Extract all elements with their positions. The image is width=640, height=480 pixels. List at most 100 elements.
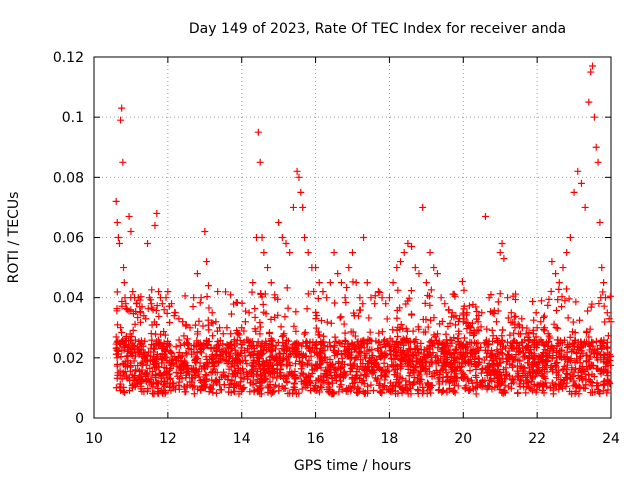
- data-point-dense: [147, 344, 155, 352]
- data-point-dense: [226, 352, 234, 360]
- data-point-dense: [576, 383, 584, 391]
- data-point-dense: [600, 381, 608, 389]
- data-point-dense: [118, 302, 126, 310]
- data-point-dense: [248, 370, 256, 378]
- data-point-dense: [338, 354, 346, 362]
- data-point-dense: [436, 373, 444, 381]
- data-point-dense: [472, 390, 480, 398]
- data-point-dense: [425, 386, 433, 394]
- data-point: [153, 209, 161, 217]
- data-point-dense: [152, 306, 160, 314]
- data-point-dense: [522, 389, 530, 397]
- data-point-dense: [112, 384, 120, 392]
- data-point-dense: [348, 341, 356, 349]
- data-point-dense: [274, 295, 282, 303]
- data-point-dense: [460, 334, 468, 342]
- data-point-dense: [366, 328, 374, 336]
- data-point-dense: [553, 382, 561, 390]
- data-point-dense: [314, 295, 322, 303]
- data-point-dense: [452, 370, 460, 378]
- x-tick-label: 18: [381, 431, 399, 447]
- data-point-dense: [225, 384, 233, 392]
- data-point-dense: [137, 346, 145, 354]
- data-point-dense: [537, 297, 545, 305]
- data-point: [203, 258, 211, 266]
- data-point-dense: [266, 378, 274, 386]
- data-point: [371, 300, 379, 308]
- data-point: [426, 249, 434, 257]
- data-point-dense: [540, 314, 548, 322]
- data-point-dense: [433, 368, 441, 376]
- data-point-dense: [160, 363, 168, 371]
- data-point: [256, 158, 264, 166]
- data-point-dense: [113, 354, 121, 362]
- data-point-dense: [400, 341, 408, 349]
- data-point-dense: [538, 370, 546, 378]
- data-point-dense: [198, 365, 206, 373]
- data-point-dense: [332, 365, 340, 373]
- data-point-dense: [461, 358, 469, 366]
- data-point-dense: [365, 314, 373, 322]
- data-point: [142, 315, 150, 323]
- data-point-dense: [547, 287, 555, 295]
- data-point-dense: [349, 278, 357, 286]
- data-point-dense: [442, 369, 450, 377]
- data-point-dense: [489, 332, 497, 340]
- data-point-dense: [349, 328, 357, 336]
- data-point-dense: [376, 380, 384, 388]
- data-point-dense: [232, 355, 240, 363]
- data-point-dense: [393, 314, 401, 322]
- data-point-dense: [194, 385, 202, 393]
- data-point-dense: [523, 377, 531, 385]
- data-point-dense: [475, 312, 483, 320]
- data-point-dense: [234, 351, 242, 359]
- data-point-dense: [152, 354, 160, 362]
- data-point-dense: [350, 383, 358, 391]
- data-point-dense: [467, 360, 475, 368]
- data-point-dense: [331, 299, 339, 307]
- data-point-dense: [405, 294, 413, 302]
- data-point-dense: [334, 347, 342, 355]
- data-point: [581, 203, 589, 211]
- data-point-dense: [281, 384, 289, 392]
- data-point-dense: [510, 313, 518, 321]
- data-point-dense: [204, 321, 212, 329]
- data-point: [175, 315, 183, 323]
- data-point-dense: [350, 342, 358, 350]
- data-point-dense: [383, 315, 391, 323]
- data-point-dense: [417, 339, 425, 347]
- data-point-dense: [463, 325, 471, 333]
- data-point-dense: [524, 359, 532, 367]
- data-point-dense: [346, 383, 354, 391]
- data-point-dense: [342, 337, 350, 345]
- data-point-dense: [465, 386, 473, 394]
- data-point-dense: [403, 327, 411, 335]
- data-point-dense: [406, 338, 414, 346]
- data-point-dense: [279, 355, 287, 363]
- data-point-dense: [487, 291, 495, 299]
- data-point-dense: [243, 368, 251, 376]
- data-point-dense: [370, 386, 378, 394]
- data-point-dense: [337, 313, 345, 321]
- data-point-dense: [120, 361, 128, 369]
- data-point-dense: [537, 380, 545, 388]
- data-point-dense: [558, 303, 566, 311]
- data-point-dense: [453, 374, 461, 382]
- data-point-dense: [342, 298, 350, 306]
- data-point-dense: [450, 387, 458, 395]
- data-point-dense: [524, 344, 532, 352]
- data-point-dense: [113, 360, 121, 368]
- data-point-dense: [459, 309, 467, 317]
- data-point-dense: [543, 382, 551, 390]
- data-point-dense: [137, 318, 145, 326]
- data-point-dense: [176, 374, 184, 382]
- data-point-dense: [113, 374, 121, 382]
- data-point-dense: [350, 360, 358, 368]
- data-point: [241, 318, 249, 326]
- data-point-dense: [178, 352, 186, 360]
- data-point-dense: [306, 373, 314, 381]
- data-point-dense: [495, 377, 503, 385]
- data-point-dense: [373, 355, 381, 363]
- data-point-dense: [285, 358, 293, 366]
- data-point-dense: [121, 389, 129, 397]
